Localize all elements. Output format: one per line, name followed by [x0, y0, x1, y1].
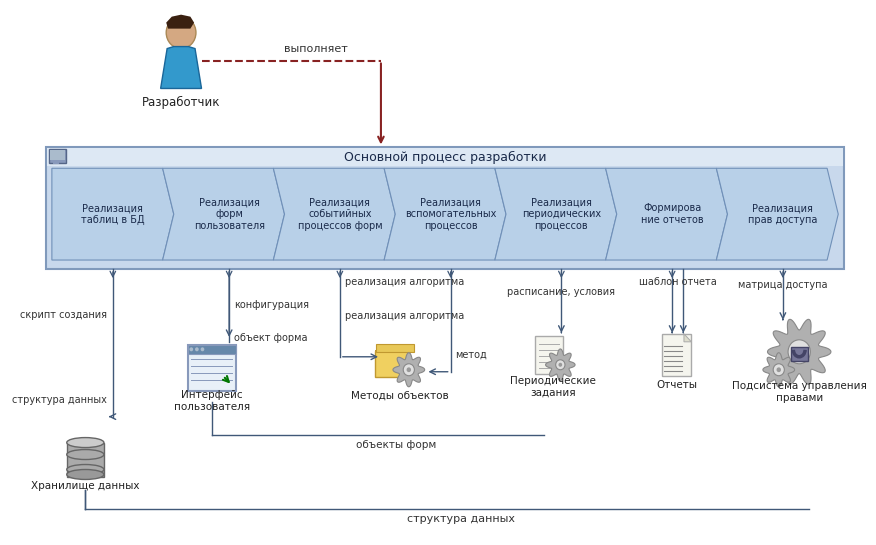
Text: Реализация
прав доступа: Реализация прав доступа [748, 203, 817, 225]
Text: Периодические
задания: Периодические задания [510, 376, 596, 398]
Circle shape [559, 363, 562, 367]
Polygon shape [160, 46, 201, 88]
Circle shape [555, 360, 565, 370]
Polygon shape [166, 15, 194, 29]
Text: объект форма: объект форма [234, 333, 307, 343]
Text: скрипт создания: скрипт создания [20, 310, 107, 320]
Text: выполняет: выполняет [284, 44, 348, 53]
Circle shape [795, 347, 803, 356]
Polygon shape [495, 168, 617, 260]
Bar [187, 345, 236, 354]
Text: метод: метод [456, 350, 487, 360]
Bar [377, 344, 414, 352]
Text: Реализация
форм
пользователя: Реализация форм пользователя [194, 197, 265, 231]
Ellipse shape [67, 464, 104, 475]
Text: объекты форм: объекты форм [357, 440, 436, 450]
Circle shape [403, 364, 414, 376]
Text: расписание, условия: расписание, условия [507, 287, 615, 297]
Text: шаблон отчета: шаблон отчета [639, 277, 717, 287]
Text: Интерфейс
пользователя: Интерфейс пользователя [173, 390, 250, 411]
Polygon shape [767, 319, 831, 384]
Text: конфигурация: конфигурация [234, 300, 309, 310]
Circle shape [406, 367, 411, 372]
Circle shape [166, 17, 196, 49]
Text: реализация алгоритма: реализация алгоритма [344, 277, 463, 287]
Text: Формирова
ние отчетов: Формирова ние отчетов [641, 203, 703, 225]
Text: Реализация
таблиц в БД: Реализация таблиц в БД [81, 203, 145, 225]
Polygon shape [684, 334, 691, 342]
Text: Разработчик: Разработчик [142, 96, 221, 109]
Polygon shape [717, 168, 838, 260]
Circle shape [189, 347, 194, 352]
Bar [661, 334, 691, 376]
Bar [46, 147, 844, 269]
Text: Реализация
вспомогательных
процессов: Реализация вспомогательных процессов [405, 197, 497, 231]
Ellipse shape [67, 450, 104, 459]
Text: Основной процесс разработки: Основной процесс разработки [343, 151, 547, 164]
Text: структура данных: структура данных [12, 395, 107, 405]
Polygon shape [384, 168, 506, 260]
Polygon shape [605, 168, 727, 260]
Circle shape [774, 364, 784, 376]
Polygon shape [52, 168, 173, 260]
Polygon shape [375, 345, 409, 351]
Text: Отчеты: Отчеты [656, 380, 697, 390]
Text: Реализация
периодических
процессов: Реализация периодических процессов [522, 197, 601, 231]
Text: матрица доступа: матрица доступа [738, 280, 828, 290]
Text: Подсистема управления
правами: Подсистема управления правами [731, 381, 866, 403]
Bar [375, 351, 409, 377]
Polygon shape [393, 353, 425, 387]
Bar [187, 345, 236, 391]
Circle shape [776, 367, 781, 372]
Circle shape [201, 347, 204, 352]
Bar [49, 149, 66, 164]
Text: Реализация
событийных
процессов форм: Реализация событийных процессов форм [298, 197, 382, 231]
Bar [50, 150, 65, 160]
Bar [791, 347, 808, 361]
Text: структура данных: структура данных [406, 514, 515, 524]
Polygon shape [273, 168, 395, 260]
Text: реализация алгоритма: реализация алгоритма [344, 311, 463, 321]
Polygon shape [546, 349, 575, 380]
Bar [47, 148, 843, 166]
Bar [67, 443, 104, 477]
Bar [53, 161, 60, 164]
Text: Хранилище данных: Хранилище данных [31, 481, 139, 492]
Bar [535, 336, 563, 374]
Circle shape [195, 347, 199, 352]
Ellipse shape [67, 469, 104, 480]
Polygon shape [163, 168, 285, 260]
Circle shape [788, 340, 810, 364]
Text: Методы объектов: Методы объектов [350, 391, 449, 401]
Polygon shape [763, 353, 795, 387]
Ellipse shape [67, 438, 104, 447]
